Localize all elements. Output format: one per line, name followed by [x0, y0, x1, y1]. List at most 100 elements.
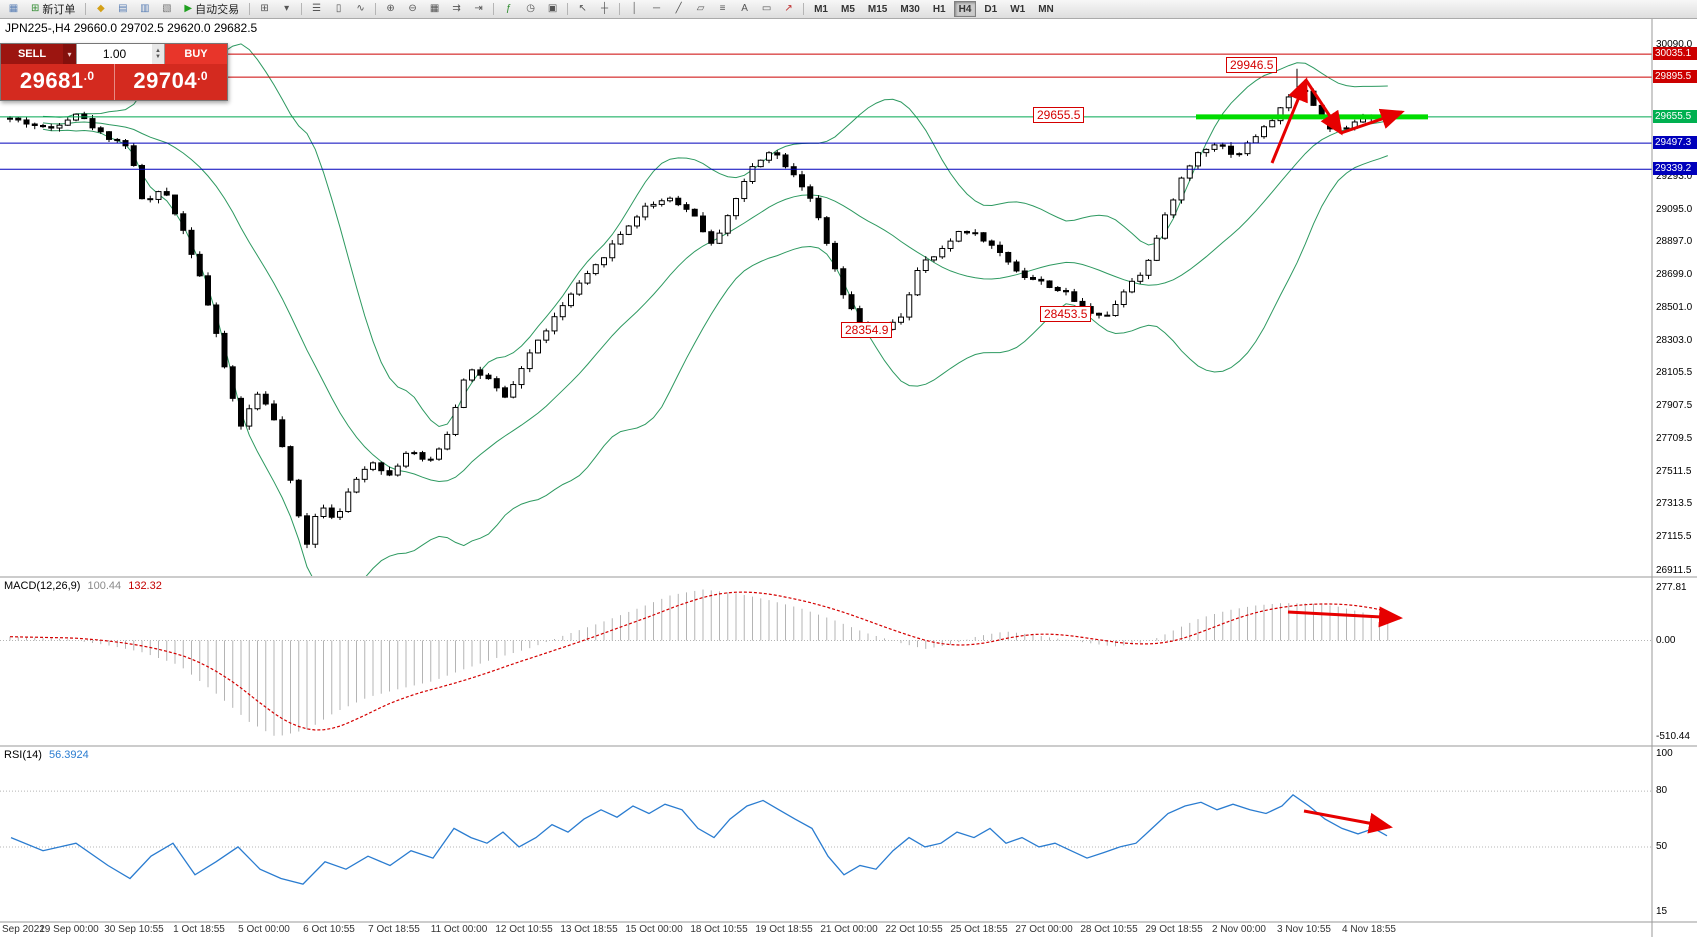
cursor-icon[interactable]: ↖	[572, 1, 593, 18]
price-annotation[interactable]: 29946.5	[1226, 57, 1278, 73]
buy-button[interactable]: BUY	[165, 44, 227, 64]
toolbar-separator	[85, 3, 87, 15]
price-axis-label: 27709.5	[1656, 432, 1693, 444]
timeframe-m15-button[interactable]: M15	[867, 3, 888, 15]
trade-panel-prices: 29681.0 29704.0	[1, 64, 227, 100]
timeframe-w1-button[interactable]: W1	[1010, 3, 1026, 15]
price-axis-label: 27511.5	[1656, 465, 1692, 477]
time-axis-label: Sep 2021	[2, 924, 45, 935]
timeframe-m30-button[interactable]: M30	[900, 3, 920, 15]
navigator-icon[interactable]: ▥	[134, 1, 155, 18]
profiles-icon: ▾	[284, 3, 290, 14]
zoom-in-icon: ⊕	[386, 3, 395, 14]
chart-shift-icon[interactable]: ⇥	[468, 1, 489, 18]
new-order-button[interactable]: ⊞ 新订单	[25, 1, 81, 18]
arrows-icon[interactable]: ↗	[778, 1, 799, 18]
line-chart-icon[interactable]: ∿	[350, 1, 371, 18]
price-axis-label: 28303.0	[1656, 334, 1693, 346]
auto-scroll-icon: ⇉	[452, 3, 461, 14]
time-axis-label: 30 Sep 10:55	[104, 924, 164, 935]
terminal-icon[interactable]: ▧	[156, 1, 177, 18]
bar-chart-icon[interactable]: ☰	[306, 1, 327, 18]
time-axis-label: 3 Nov 10:55	[1277, 924, 1331, 935]
label-icon[interactable]: ▭	[756, 1, 777, 18]
sell-price[interactable]: 29681.0	[19, 68, 95, 93]
sell-button[interactable]: SELL	[1, 44, 63, 64]
top-toolbar: ▦ ⊞ 新订单 ◆ ▤ ▥ ▧ ▶ 自动交易 ⊞ ▾ ☰ ▯ ∿ ⊕ ⊖ ▦ ⇉ ⇥ ƒ ◷ ▣ ↖ ┼ │ ─ ╱ ▱ ≡ A ▭ ↗ M1 M…	[0, 0, 1697, 19]
chart-window-icon[interactable]: ▦	[3, 1, 24, 18]
macd-main-value: 100.44	[87, 580, 122, 592]
horizontal-line-icon[interactable]: ─	[646, 1, 667, 18]
toolbar-separator	[567, 3, 569, 15]
candlestick-chart-icon[interactable]: ▯	[328, 1, 349, 18]
price-annotation[interactable]: 28453.5	[1040, 306, 1092, 322]
periods-icon[interactable]: ◷	[520, 1, 541, 18]
cursor-icon: ↖	[578, 3, 587, 14]
timeframe-m5-button[interactable]: M5	[841, 3, 855, 15]
price-axis-label: 27907.5	[1656, 400, 1693, 412]
price-level-tag: 29655.5	[1653, 109, 1697, 123]
zoom-out-icon: ⊖	[408, 3, 417, 14]
time-axis-label: 5 Oct 00:00	[238, 924, 290, 935]
chart-window-icon: ▦	[8, 3, 19, 14]
time-axis-label: 13 Oct 18:55	[560, 924, 618, 935]
volume-spinner[interactable]: ▲ ▼	[152, 44, 164, 64]
time-axis-label: 22 Oct 10:55	[885, 924, 943, 935]
profiles-icon[interactable]: ▾	[276, 1, 297, 18]
templates-icon[interactable]: ▣	[542, 1, 563, 18]
order-type-caret-icon[interactable]: ▾	[63, 44, 76, 64]
tile-windows-icon: ▦	[429, 3, 440, 14]
new-chart-icon[interactable]: ⊞	[254, 1, 275, 18]
indicators-icon[interactable]: ƒ	[498, 1, 519, 18]
tile-windows-icon[interactable]: ▦	[424, 1, 445, 18]
price-axis-label: 27313.5	[1656, 498, 1693, 510]
volume-input[interactable]	[77, 44, 152, 64]
time-axis-label: 28 Oct 10:55	[1080, 924, 1138, 935]
one-click-trade-panel: SELL ▾ ▲▼ BUY 29681.0 29704.0	[0, 43, 228, 101]
buy-price[interactable]: 29704.0	[113, 64, 228, 100]
channel-icon: ▱	[696, 3, 705, 14]
price-axis-label: 28105.5	[1656, 367, 1693, 379]
auto-trading-button[interactable]: ▶ 自动交易	[178, 1, 245, 18]
zoom-in-icon[interactable]: ⊕	[380, 1, 401, 18]
vertical-line-icon[interactable]: │	[624, 1, 645, 18]
new-order-button-label: 新订单	[42, 4, 76, 16]
market-watch-icon: ◆	[97, 3, 105, 14]
timeframe-d1-button[interactable]: D1	[984, 3, 998, 15]
spin-up-icon[interactable]: ▲	[155, 48, 161, 54]
data-window-icon[interactable]: ▤	[112, 1, 133, 18]
line-chart-icon: ∿	[356, 3, 365, 14]
timeframe-m1-button[interactable]: M1	[814, 3, 828, 15]
time-axis-label: 18 Oct 10:55	[690, 924, 748, 935]
data-window-icon: ▤	[118, 3, 128, 14]
timeframe-h4-button[interactable]: H4	[953, 1, 977, 17]
toolbar-separator	[493, 3, 495, 15]
macd-indicator-label: MACD(12,26,9) 100.44 132.32	[4, 580, 162, 592]
toolbar-separator	[803, 3, 805, 15]
time-axis-label: 25 Oct 18:55	[950, 924, 1008, 935]
price-annotation[interactable]: 29655.5	[1033, 107, 1085, 123]
bar-chart-icon: ☰	[312, 3, 322, 14]
auto-scroll-icon[interactable]: ⇉	[446, 1, 467, 18]
market-watch-icon[interactable]: ◆	[90, 1, 111, 18]
crosshair-icon[interactable]: ┼	[594, 1, 615, 18]
trade-panel-controls: SELL ▾ ▲▼ BUY	[1, 44, 227, 64]
spin-down-icon[interactable]: ▼	[155, 54, 161, 60]
price-annotation[interactable]: 28354.9	[841, 322, 893, 338]
text-icon[interactable]: A	[734, 1, 755, 18]
rsi-value: 56.3924	[48, 749, 89, 761]
zoom-out-icon[interactable]: ⊖	[402, 1, 423, 18]
channel-icon[interactable]: ▱	[690, 1, 711, 18]
timeframe-h1-button[interactable]: H1	[932, 3, 946, 15]
chart-shift-icon: ⇥	[474, 3, 483, 14]
timeframe-mn-button[interactable]: MN	[1038, 3, 1054, 15]
macd-signal-value: 132.32	[128, 580, 162, 592]
arrows-icon: ↗	[784, 3, 793, 14]
time-axis-label: 27 Oct 00:00	[1015, 924, 1073, 935]
rsi-name: RSI(14)	[4, 749, 42, 761]
time-axis-label: 1 Oct 18:55	[173, 924, 225, 935]
fibonacci-icon[interactable]: ≡	[712, 1, 733, 18]
trendline-icon[interactable]: ╱	[668, 1, 689, 18]
